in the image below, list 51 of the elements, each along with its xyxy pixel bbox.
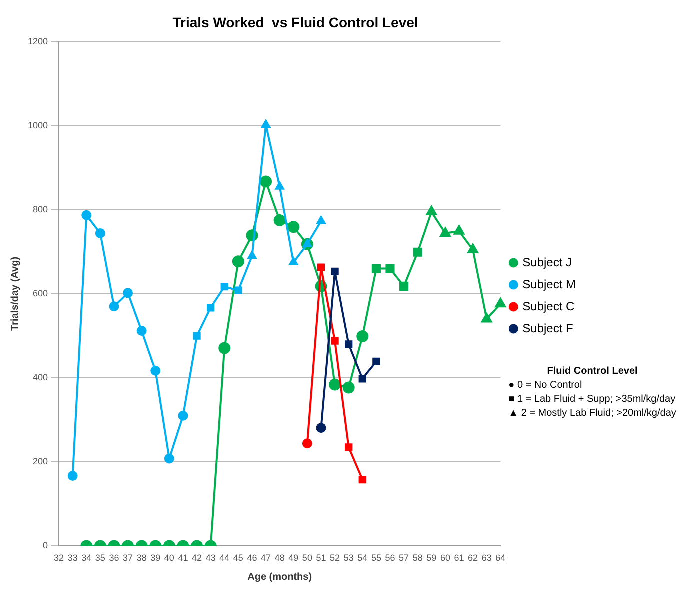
- x-tick-label: 47: [261, 553, 272, 564]
- legend-label: Subject F: [522, 321, 574, 336]
- y-tick-label: 1000: [28, 120, 48, 130]
- x-tick-label: 55: [371, 553, 382, 564]
- y-tick-label: 1200: [28, 36, 48, 46]
- x-tick-label: 61: [454, 553, 464, 564]
- x-tick-label: 45: [233, 553, 244, 564]
- x-tick-label: 36: [109, 553, 120, 564]
- x-tick-label: 60: [440, 553, 450, 564]
- y-tick-label: 800: [32, 204, 48, 214]
- legend-label: Subject C: [522, 299, 576, 314]
- x-tick-label: 64: [496, 553, 506, 564]
- x-tick-label: 44: [220, 553, 230, 564]
- x-axis-title: Age (months): [248, 572, 312, 583]
- x-tick-label: 51: [316, 553, 326, 564]
- x-tick-label: 46: [247, 553, 258, 564]
- text: Fluid Control Level: [546, 365, 639, 379]
- x-tick-label: 34: [82, 553, 92, 564]
- x-tick-label: 41: [178, 553, 188, 564]
- x-tick-label: 42: [192, 553, 202, 564]
- legend-label: Subject J: [522, 255, 572, 270]
- x-tick-label: 52: [330, 553, 340, 564]
- x-tick-label: 32: [54, 553, 64, 564]
- x-tick-label: 63: [482, 553, 492, 564]
- x-tick-label: 62: [468, 553, 478, 564]
- x-tick-label: 35: [95, 553, 106, 564]
- y-axis-title: Trials/day (Avg): [10, 256, 21, 332]
- x-tick-label: 48: [274, 553, 285, 564]
- x-tick-label: 59: [426, 553, 437, 564]
- x-tick-label: 58: [412, 553, 423, 564]
- x-tick-label: 54: [358, 553, 368, 564]
- y-tick-label: 400: [32, 372, 48, 383]
- x-tick-label: 33: [68, 553, 78, 564]
- x-tick-label: 40: [164, 553, 174, 564]
- x-tick-label: 49: [288, 553, 299, 564]
- x-tick-label: 56: [385, 553, 396, 564]
- legend-label: Subject M: [522, 277, 576, 292]
- text: ■ 1 = Lab Fluid + Supp; >35ml/kg/day: [508, 393, 676, 407]
- y-tick-label: 600: [32, 288, 48, 298]
- chart-title: Trials Worked vs Fluid Control Level: [172, 14, 418, 30]
- x-tick-label: 39: [150, 553, 161, 564]
- x-tick-label: 43: [206, 553, 216, 564]
- y-tick-label: 0: [43, 540, 48, 551]
- x-tick-label: 53: [344, 553, 354, 564]
- x-tick-label: 57: [399, 553, 410, 564]
- text: ● 0 = No Control: [508, 379, 584, 393]
- x-tick-label: 50: [302, 553, 312, 564]
- y-tick-label: 200: [32, 456, 48, 467]
- x-tick-label: 38: [136, 553, 147, 564]
- x-tick-label: 37: [123, 553, 134, 564]
- text: ▲ 2 = Mostly Lab Fluid; >20ml/kg/day: [508, 407, 676, 421]
